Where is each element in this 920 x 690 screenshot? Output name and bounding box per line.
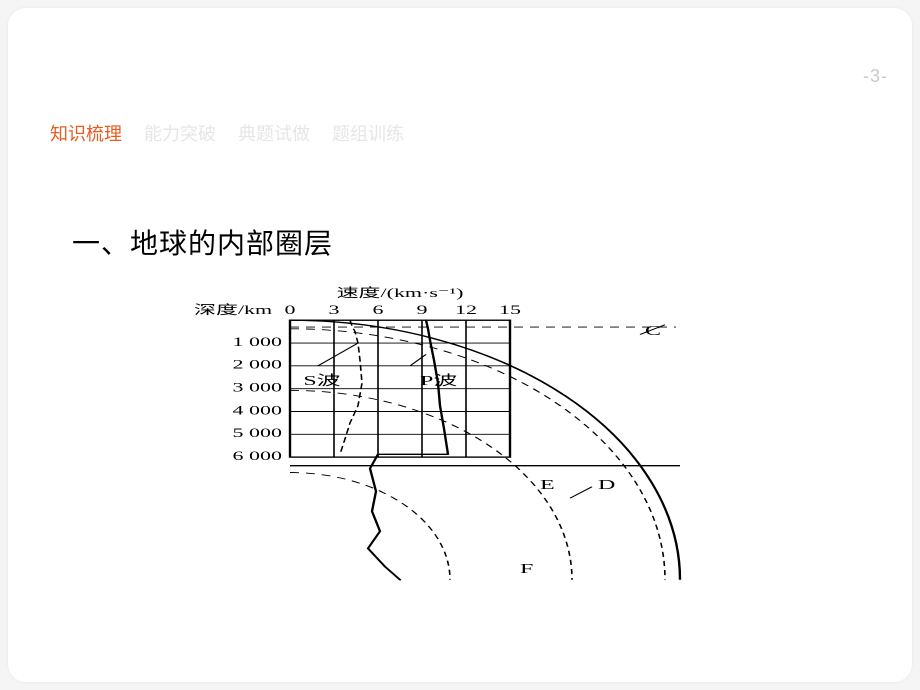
svg-text:C: C bbox=[645, 324, 661, 339]
svg-text:2 000: 2 000 bbox=[233, 358, 283, 372]
tab-practice[interactable]: 题组训练 bbox=[332, 120, 404, 146]
svg-text:E: E bbox=[540, 478, 555, 493]
svg-text:5 000: 5 000 bbox=[233, 426, 283, 440]
svg-text:P波: P波 bbox=[420, 373, 457, 388]
svg-text:深度/km: 深度/km bbox=[194, 303, 272, 317]
svg-text:4 000: 4 000 bbox=[233, 403, 283, 417]
svg-text:1 000: 1 000 bbox=[233, 335, 283, 349]
svg-text:S波: S波 bbox=[303, 373, 340, 388]
svg-text:3: 3 bbox=[329, 303, 340, 317]
svg-text:12: 12 bbox=[455, 303, 477, 317]
svg-text:9: 9 bbox=[417, 303, 428, 317]
slide-container: -3- 知识梳理 能力突破 典题试做 题组训练 一、地球的内部圈层 0 3 6 9 12… bbox=[8, 8, 912, 682]
section-title: 一、地球的内部圈层 bbox=[72, 222, 333, 262]
page-number: -3- bbox=[863, 66, 888, 87]
svg-text:0: 0 bbox=[285, 303, 296, 317]
earth-layers-diagram: 0 3 6 9 12 15 速度/(km·s⁻¹) 深度/km 1 000 2 000 3 000 4… bbox=[190, 286, 750, 594]
svg-text:F: F bbox=[520, 562, 534, 577]
tab-knowledge[interactable]: 知识梳理 bbox=[50, 120, 122, 146]
tab-examples[interactable]: 典题试做 bbox=[238, 120, 310, 146]
svg-text:6 000: 6 000 bbox=[233, 449, 283, 463]
svg-text:3 000: 3 000 bbox=[233, 380, 283, 394]
svg-text:D: D bbox=[598, 478, 615, 493]
diagram-svg: 0 3 6 9 12 15 速度/(km·s⁻¹) 深度/km 1 000 2 000 3 000 4… bbox=[190, 286, 750, 594]
tab-bar: 知识梳理 能力突破 典题试做 题组训练 bbox=[50, 120, 404, 146]
tab-ability[interactable]: 能力突破 bbox=[144, 120, 216, 146]
svg-text:15: 15 bbox=[499, 303, 521, 317]
svg-text:6: 6 bbox=[373, 303, 384, 317]
svg-text:速度/(km·s⁻¹): 速度/(km·s⁻¹) bbox=[337, 286, 464, 300]
